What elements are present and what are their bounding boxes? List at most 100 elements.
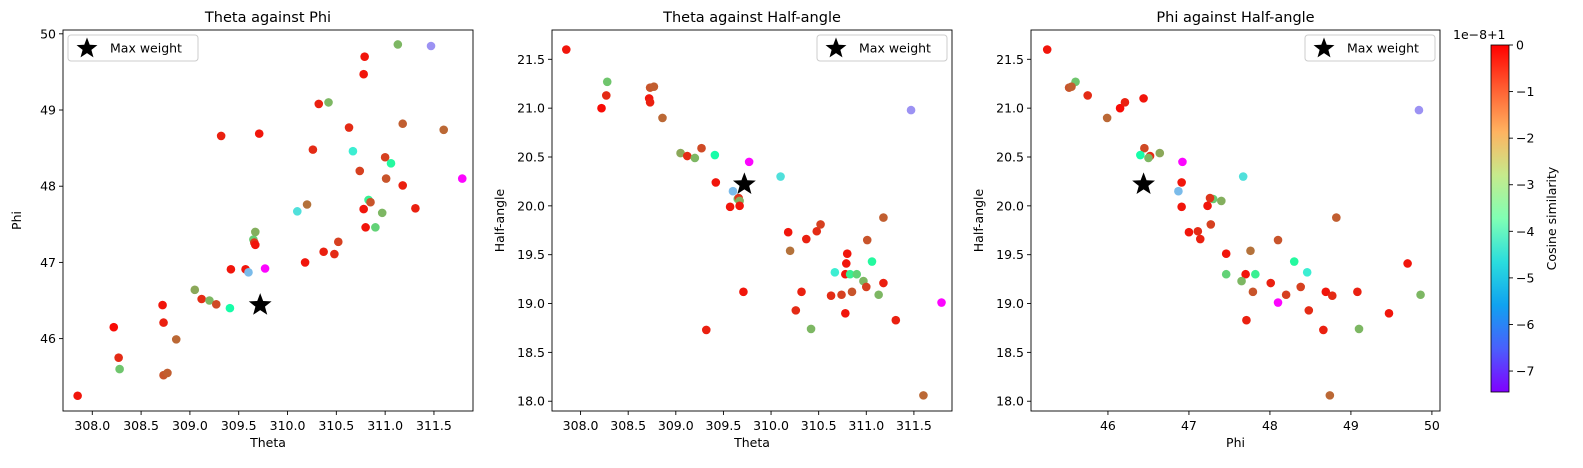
data-point	[841, 309, 850, 318]
data-point	[879, 213, 888, 222]
data-point	[1193, 226, 1203, 236]
data-point	[1206, 220, 1216, 229]
data-point	[251, 227, 260, 237]
x-tick-label: 308.0	[563, 418, 599, 433]
data-point	[1353, 287, 1362, 297]
data-point	[801, 234, 811, 244]
legend: Max weight	[67, 34, 199, 62]
axes-frame	[1030, 29, 1441, 412]
data-point	[867, 257, 877, 266]
data-point	[344, 123, 354, 132]
legend-label: Max weight	[110, 41, 182, 56]
x-tick-label: 308.0	[74, 418, 110, 433]
data-point	[330, 249, 339, 259]
data-point	[1296, 282, 1305, 292]
data-point	[1304, 306, 1314, 315]
data-point	[1403, 259, 1412, 268]
data-point	[1174, 186, 1183, 196]
data-point	[1266, 278, 1276, 288]
data-point	[159, 318, 168, 327]
data-point	[791, 306, 801, 315]
points	[73, 40, 467, 401]
data-point	[1332, 213, 1341, 222]
data-point	[1281, 290, 1291, 300]
data-point	[812, 226, 822, 236]
data-point	[1327, 291, 1337, 301]
data-point	[783, 227, 793, 237]
colorbar: 1e−8+1 Cosine similarity 0 −1 −2 −3 −4 −5 −6 −7	[1453, 27, 1559, 393]
data-point	[292, 207, 302, 216]
data-point	[333, 237, 343, 247]
data-point	[190, 285, 200, 295]
data-point	[216, 131, 226, 141]
x-tick-label: 46	[1100, 418, 1116, 433]
data-point	[676, 148, 685, 158]
colorbar-tick-label: −3	[1516, 177, 1534, 192]
legend-label: Max weight	[859, 41, 931, 56]
data-point	[324, 98, 333, 107]
data-point	[710, 150, 720, 160]
data-point	[861, 282, 871, 292]
data-point	[371, 223, 380, 232]
data-point	[1289, 257, 1299, 266]
chart-title: Phi against Half-angle	[1156, 10, 1314, 26]
legend-star-icon	[825, 37, 847, 58]
data-point	[1140, 143, 1149, 153]
scatter-panel-3: 46 47 48 49 50 18.0 18.5 19.0 19.5 20.0 20.5 21.0 21…	[971, 10, 1441, 450]
data-point	[398, 119, 408, 129]
data-point	[393, 40, 403, 49]
points	[1042, 45, 1425, 400]
data-point	[862, 235, 872, 245]
data-point	[701, 325, 711, 335]
data-point	[302, 200, 312, 209]
x-tick-label: 308.5	[610, 418, 646, 433]
y-tick-label: 20.5	[517, 150, 545, 165]
y-tick-label: 21.5	[517, 52, 545, 67]
data-point	[816, 220, 825, 229]
x-axis-label: Phi	[1226, 435, 1245, 450]
y-tick-label: 47	[40, 255, 56, 270]
data-point	[251, 240, 260, 250]
colorbar-label: Cosine similarity	[1544, 166, 1559, 270]
data-point	[830, 267, 840, 277]
x-tick-label: 310.0	[753, 418, 789, 433]
y-tick-label: 18.0	[996, 394, 1024, 409]
data-point	[205, 296, 214, 305]
x-tick-label: 311.5	[896, 418, 932, 433]
data-point	[308, 145, 318, 154]
data-point	[355, 166, 365, 176]
data-point	[359, 204, 368, 214]
data-point	[1177, 178, 1186, 187]
data-point	[797, 287, 806, 297]
data-point	[1178, 157, 1187, 167]
x-tick-label: 310.5	[801, 418, 837, 433]
data-point	[841, 259, 851, 268]
data-point	[114, 353, 123, 362]
axes-frame	[62, 29, 474, 412]
colorbar-offset-text: 1e−8+1	[1453, 27, 1506, 42]
data-point	[197, 294, 206, 304]
x-tick-label: 48	[1262, 418, 1278, 433]
data-point	[776, 172, 785, 181]
max-weight-marker	[1132, 172, 1155, 195]
data-point	[225, 303, 235, 313]
data-point	[1120, 97, 1130, 107]
data-point	[1155, 148, 1165, 158]
data-point	[697, 143, 706, 153]
data-point	[254, 129, 264, 138]
y-tick-label: 21.0	[996, 101, 1024, 116]
data-point	[457, 174, 467, 183]
x-tick-label: 309.0	[172, 418, 208, 433]
y-tick-label: 50	[40, 26, 56, 41]
data-point	[1273, 298, 1283, 307]
data-point	[1136, 150, 1145, 160]
data-point	[163, 368, 172, 378]
data-point	[359, 69, 368, 79]
data-point	[785, 246, 795, 256]
colorbar-tick-label: −7	[1516, 364, 1534, 379]
y-tick-label: 18.0	[517, 394, 545, 409]
data-point	[1246, 246, 1255, 256]
data-point	[601, 91, 611, 100]
data-point	[649, 82, 659, 91]
chart-title: Theta against Half-angle	[662, 10, 841, 26]
